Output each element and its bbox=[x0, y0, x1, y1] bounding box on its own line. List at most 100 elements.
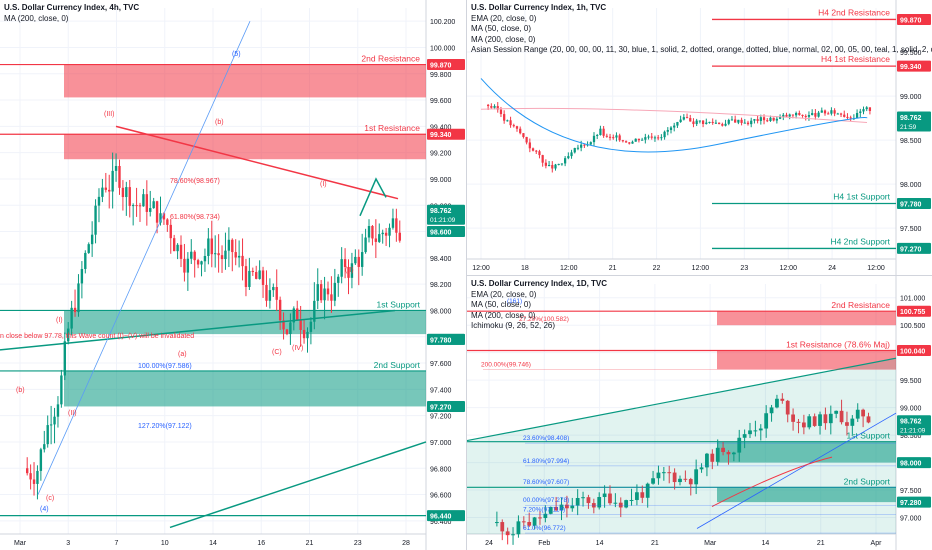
c1-price-badge-label-0: 99.870 bbox=[430, 63, 452, 70]
c1-price-badge-6[interactable] bbox=[427, 400, 465, 412]
c3-candle-body-17 bbox=[586, 497, 591, 504]
c2-candle-body-60 bbox=[679, 119, 682, 123]
chart-1d-indicator-ma50: MA (50, close, 0) bbox=[471, 300, 532, 309]
c3-candle-body-6 bbox=[527, 522, 532, 526]
c3-candle-body-2 bbox=[505, 531, 510, 536]
c1-candle-body-74 bbox=[278, 299, 282, 321]
c2-candle-body-4 bbox=[499, 109, 503, 115]
c1-candle-body-7 bbox=[49, 424, 53, 426]
c1-candle-body-50 bbox=[196, 260, 200, 265]
c3-candle-body-8 bbox=[538, 517, 542, 519]
c2-price-badge-3[interactable] bbox=[897, 198, 931, 210]
chart-1d-panel[interactable]: 101.000100.500100.00099.50099.00098.5009… bbox=[467, 276, 932, 550]
c2-candle-body-16 bbox=[538, 151, 541, 156]
c1-candle-body-71 bbox=[268, 290, 272, 301]
c1-candle-body-37 bbox=[152, 201, 155, 209]
c2-candle-body-89 bbox=[772, 117, 775, 121]
chart-4h-panel[interactable]: 100.200 100.000 99.800 99.600 99.400 99.200 99… bbox=[0, 0, 466, 550]
c1-price-badge-3[interactable] bbox=[427, 226, 465, 238]
c3-zone-0 bbox=[717, 311, 896, 326]
c1-zone-label-0: 2nd Resistance bbox=[361, 54, 420, 64]
c1-candle-body-18 bbox=[87, 244, 90, 253]
c1-candle-body-2 bbox=[32, 479, 36, 484]
c2-candle-body-0 bbox=[487, 104, 490, 107]
c1-y-tick-label-19: 96.400 bbox=[430, 519, 452, 526]
c1-x-tick-label-5: 16 bbox=[257, 540, 265, 547]
c1-price-badge-2[interactable] bbox=[427, 204, 465, 225]
chart-1h-panel[interactable]: 99.500 99.000 98.500 98.000 97.500 12:00 18 12:… bbox=[467, 0, 932, 275]
c1-candle-body-30 bbox=[128, 187, 131, 206]
c3-candle-body-66 bbox=[850, 418, 855, 426]
c2-candle-body-110 bbox=[839, 113, 843, 115]
c3-x-tick-label-1: Feb bbox=[538, 540, 550, 547]
c3-price-badge-1[interactable] bbox=[897, 344, 931, 356]
c2-candle-body-41 bbox=[618, 135, 621, 141]
c1-annotation-16: 127.20%(97.122) bbox=[138, 423, 192, 430]
c1-x-tick-label-0: Mar bbox=[14, 540, 27, 547]
c1-candle-body-22 bbox=[101, 187, 104, 197]
c1-price-badge-5[interactable] bbox=[427, 333, 465, 345]
c2-price-badge-0[interactable] bbox=[897, 13, 931, 25]
c2-candle-body-85 bbox=[759, 117, 762, 121]
c1-zone-label-3: 2nd Support bbox=[374, 360, 421, 370]
panel-divider-vertical[interactable] bbox=[466, 0, 467, 550]
c2-candle-body-14 bbox=[531, 148, 535, 151]
c1-candle-body-97 bbox=[357, 256, 360, 267]
c2-candle-body-51 bbox=[650, 136, 653, 138]
c2-candle-body-106 bbox=[827, 113, 830, 115]
c3-x-tick-label-7: Apr bbox=[871, 540, 883, 547]
c3-x-tick-label-4: Mar bbox=[704, 540, 717, 547]
c2-candle-body-100 bbox=[807, 115, 811, 117]
c3-channel-top bbox=[467, 357, 897, 442]
panel-divider-horizontal[interactable] bbox=[467, 275, 932, 276]
chart-4h-canvas[interactable]: 100.200 100.000 99.800 99.600 99.400 99.200 99… bbox=[0, 0, 466, 550]
c2-candle-body-5 bbox=[503, 114, 506, 121]
c2-candle-body-92 bbox=[782, 114, 785, 117]
c1-candle-body-20 bbox=[94, 205, 97, 235]
c1-y-tick-label-11: 98.000 bbox=[430, 308, 452, 315]
c1-candle-body-1 bbox=[29, 473, 32, 480]
c1-candle-body-31 bbox=[131, 205, 135, 207]
c2-candle-body-76 bbox=[730, 119, 734, 121]
c2-price-badge-2[interactable] bbox=[897, 111, 931, 132]
c3-price-badge-4[interactable] bbox=[897, 496, 931, 508]
c2-candle-body-95 bbox=[791, 114, 795, 116]
c3-price-badge-2[interactable] bbox=[897, 415, 931, 436]
c2-candle-body-99 bbox=[804, 115, 807, 117]
chart-1h-canvas[interactable]: 99.500 99.000 98.500 98.000 97.500 12:00 18 12:… bbox=[467, 0, 932, 275]
c3-candle-body-26 bbox=[635, 492, 639, 500]
c2-price-badge-4[interactable] bbox=[897, 242, 931, 254]
c1-price-badge-7[interactable] bbox=[427, 510, 465, 522]
c2-candle-body-59 bbox=[676, 122, 679, 126]
c1-candle-body-36 bbox=[149, 208, 152, 212]
c3-candle-body-52 bbox=[775, 398, 779, 408]
c1-y-tick-label-6: 99.000 bbox=[430, 177, 452, 184]
c1-price-badge-0[interactable] bbox=[427, 59, 465, 71]
c3-candle-body-20 bbox=[602, 493, 607, 498]
c1-candle-body-44 bbox=[176, 244, 179, 252]
c3-candle-body-38 bbox=[699, 467, 704, 470]
c2-candle-body-63 bbox=[689, 118, 692, 122]
c3-candle-body-50 bbox=[764, 413, 769, 429]
c1-candle-body-84 bbox=[313, 300, 316, 322]
c2-candle-body-6 bbox=[506, 120, 509, 122]
c3-y-tick-label-5: 98.500 bbox=[900, 433, 922, 440]
c2-candle-body-43 bbox=[624, 141, 628, 143]
c1-candle-body-12 bbox=[67, 328, 70, 342]
c1-y-tick-label-10: 98.200 bbox=[430, 282, 452, 289]
c3-price-badge-0[interactable] bbox=[897, 305, 931, 317]
c2-candle-body-23 bbox=[560, 163, 564, 165]
c1-x-tick-label-3: 10 bbox=[161, 540, 169, 547]
c2-price-badge-1[interactable] bbox=[897, 60, 931, 72]
c3-x-tick-label-6: 21 bbox=[817, 540, 825, 547]
c3-price-badge-3[interactable] bbox=[897, 457, 931, 469]
c1-candle-body-65 bbox=[248, 270, 251, 287]
c1-y-tick-label-15: 97.200 bbox=[430, 414, 452, 421]
c3-candle-body-48 bbox=[753, 430, 758, 432]
c1-candle-body-95 bbox=[350, 263, 354, 278]
c1-annotation-10: (4) bbox=[40, 506, 49, 513]
c2-x-tick-label-9: 12:00 bbox=[867, 265, 885, 272]
c1-price-badge-1[interactable] bbox=[427, 128, 465, 140]
chart-1d-canvas[interactable]: 101.000100.500100.00099.50099.00098.5009… bbox=[467, 276, 932, 550]
